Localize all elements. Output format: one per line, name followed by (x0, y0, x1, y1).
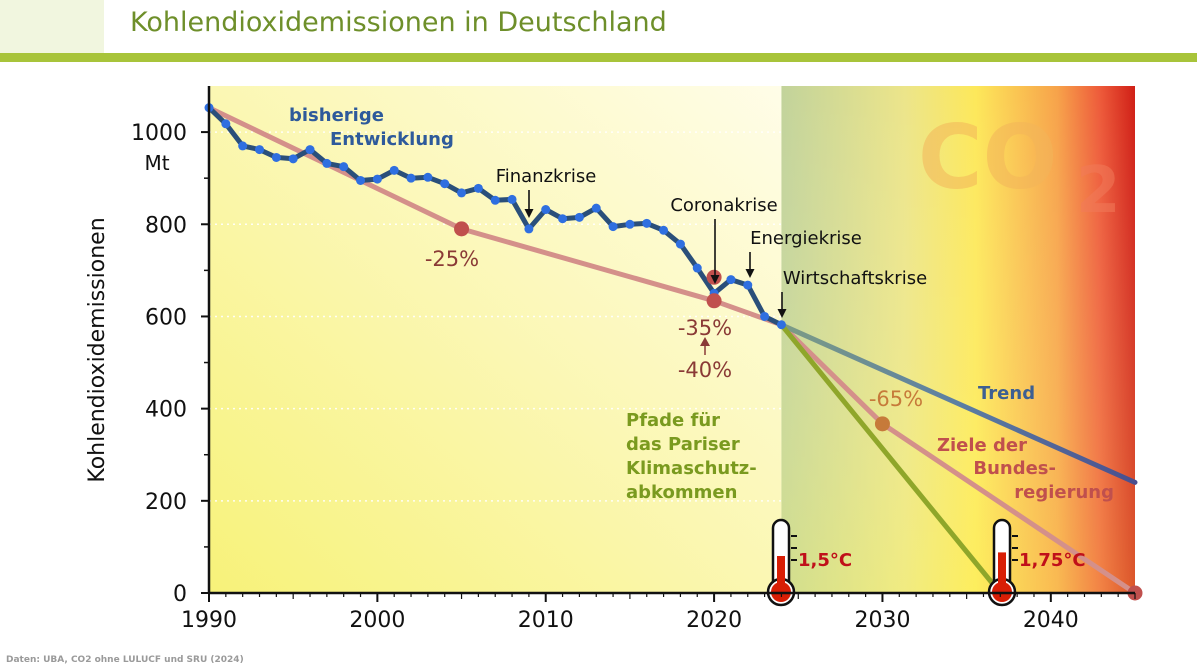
history-point-2005 (457, 188, 467, 198)
data-source-note: Daten: UBA, CO2 ohne LULUCF und SRU (202… (6, 655, 244, 665)
history-point-2007 (490, 195, 500, 205)
target-marker--25% (454, 221, 470, 237)
thermometer-mercury (998, 552, 1006, 592)
history-point-2018 (675, 239, 685, 249)
history-point-2021 (726, 275, 736, 285)
history-point-1993 (255, 145, 265, 155)
paris-label-line3: Klimaschutz- (626, 458, 757, 479)
y-tick-label-800: 800 (145, 213, 187, 238)
paris-label-line1: Pfade für (626, 410, 720, 431)
y-tick-label-600: 600 (145, 305, 187, 330)
annotation-energiekrise: Energiekrise (750, 228, 862, 249)
target-marker--35% (706, 293, 722, 309)
co2-watermark-subscript: 2 (1076, 154, 1121, 228)
history-point-2017 (659, 225, 669, 235)
history-point-1997 (322, 158, 332, 168)
target-label--25%: -25% (425, 247, 479, 271)
history-point-2003 (423, 172, 433, 182)
history-background (209, 86, 782, 593)
y-axis-unit: Mt (144, 151, 169, 175)
targets-label-line3: regierung (1014, 482, 1114, 503)
annotation-coronakrise: Coronakrise (670, 195, 777, 216)
thermometer-icon-0 (766, 518, 797, 607)
x-tick-label-2000: 2000 (349, 608, 405, 633)
annotation-finanzkrise: Finanzkrise (496, 166, 597, 187)
history-point-2009 (524, 224, 534, 234)
history-point-2006 (473, 183, 483, 193)
history-point-2010 (541, 205, 551, 215)
x-tick-label-2010: 2010 (518, 608, 574, 633)
target-marker--65% (874, 416, 890, 432)
page-title: Kohlendioxidemissionen in Deutschland (130, 7, 667, 38)
y-tick-label-200: 200 (145, 490, 187, 515)
history-point-2024 (776, 320, 786, 330)
annotation-wirtschaftskrise: Wirtschaftskrise (783, 268, 927, 289)
target-label--65%: -65% (869, 387, 923, 411)
history-point-2013 (591, 203, 601, 213)
thermometer-label-1: 1,75°C (1019, 550, 1086, 571)
history-point-1991 (221, 119, 231, 129)
x-tick-label-2040: 2040 (1023, 608, 1079, 633)
trend-line (778, 322, 1138, 485)
co2-emissions-chart: CO 2 -25% -35% -40% -65% Finanzkrise Coronakr… (85, 86, 1143, 633)
x-tick-label-1990: 1990 (181, 608, 237, 633)
history-point-2023 (760, 311, 770, 321)
history-point-2001 (389, 165, 399, 175)
history-point-1998 (339, 162, 349, 172)
y-tick-label-0: 0 (173, 582, 187, 607)
targets-line (206, 105, 1138, 596)
history-point-1996 (305, 145, 315, 155)
paris-label-line2: das Pariser (626, 434, 740, 455)
history-point-2011 (558, 214, 568, 224)
future-background-shade (781, 86, 1135, 593)
paris-label-line4: abkommen (626, 482, 737, 503)
y-tick-label-400: 400 (145, 398, 187, 423)
annotation-arrow-head-0 (524, 209, 534, 218)
history-point-1995 (288, 154, 298, 164)
targets-label-line2: Bundes- (973, 458, 1056, 479)
history-point-1999 (356, 175, 366, 185)
thermometer-mercury (777, 556, 785, 592)
paris-path-line (778, 322, 1003, 596)
target-label--35%: -35% (678, 316, 732, 340)
history-point-1992 (238, 141, 248, 151)
history-point-2019 (692, 263, 702, 273)
history-point-2014 (608, 222, 618, 232)
x-tick-label-2030: 2030 (854, 608, 910, 633)
annotation-arrow-head-3 (777, 309, 787, 318)
history-point-2016 (642, 218, 652, 228)
history-point-2022 (743, 280, 753, 290)
y-axis-label: Kohlendioxidemissionen (85, 217, 110, 482)
history-point-2015 (625, 219, 635, 229)
trend-label: Trend (978, 383, 1035, 404)
history-point-2002 (406, 173, 416, 183)
co2-watermark: CO (918, 106, 1057, 209)
target-label--40%: -40% (678, 358, 732, 382)
header-divider (0, 53, 1197, 62)
targets-label-line1: Ziele der (937, 435, 1027, 456)
history-point-2004 (440, 179, 450, 189)
x-tick-label-2020: 2020 (686, 608, 742, 633)
history-point-2012 (574, 212, 584, 222)
annotation-arrow-head-2 (745, 269, 755, 278)
history-point-2008 (507, 194, 517, 204)
history-point-1994 (271, 152, 281, 162)
target-arrow-head (700, 337, 710, 346)
thermometer-label-0: 1,5°C (798, 550, 852, 571)
y-tick-label-1000: 1000 (131, 121, 187, 146)
history-point-2000 (372, 174, 382, 184)
history-label-line1: bisherige (289, 105, 384, 126)
header-accent-block (0, 0, 104, 53)
annotation-arrow-head-1 (710, 275, 720, 284)
history-label-line2: Entwicklung (330, 129, 454, 150)
